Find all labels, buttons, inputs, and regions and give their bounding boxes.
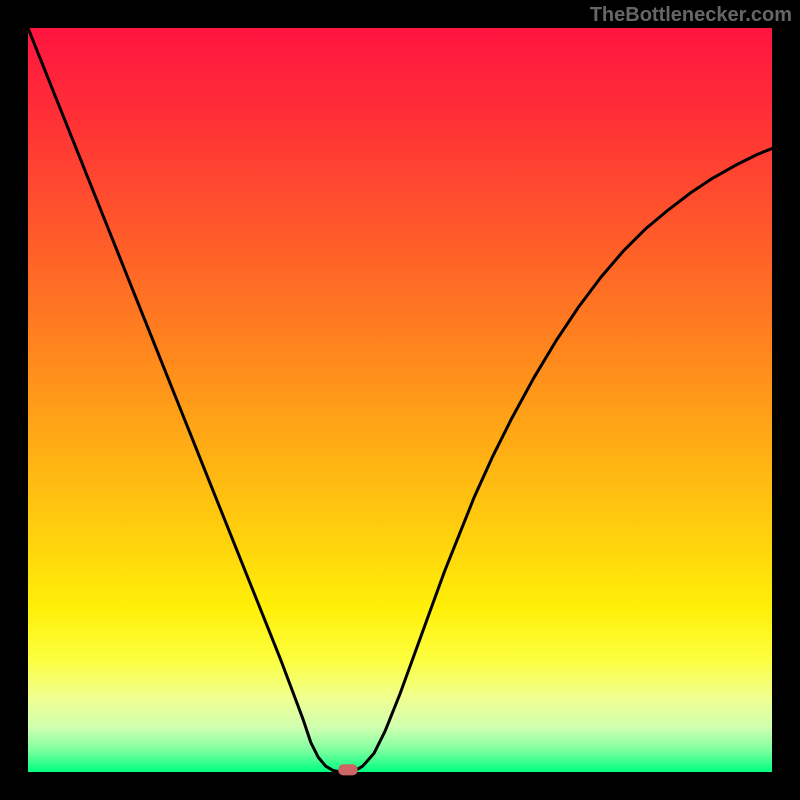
chart-plot-background — [28, 28, 772, 772]
watermark-label: TheBottlenecker.com — [590, 4, 792, 27]
optimal-marker — [338, 764, 357, 775]
chart-svg — [0, 0, 800, 800]
bottleneck-chart: TheBottlenecker.com — [0, 0, 800, 800]
